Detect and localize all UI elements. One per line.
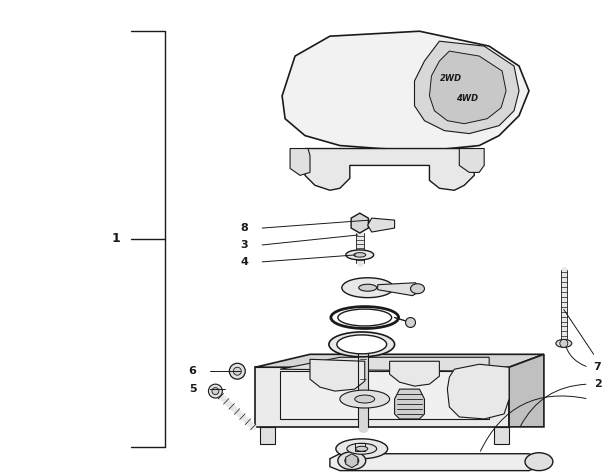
Polygon shape [368, 218, 395, 232]
Polygon shape [414, 41, 519, 133]
Text: 3: 3 [241, 240, 248, 250]
Polygon shape [255, 367, 509, 427]
Ellipse shape [342, 278, 394, 298]
Ellipse shape [354, 253, 366, 257]
Polygon shape [282, 31, 529, 151]
Ellipse shape [338, 309, 392, 326]
Circle shape [230, 363, 245, 379]
Ellipse shape [345, 456, 359, 465]
Polygon shape [390, 361, 439, 386]
Text: 7: 7 [594, 362, 602, 372]
Polygon shape [459, 149, 484, 172]
Polygon shape [305, 149, 474, 190]
Polygon shape [447, 364, 509, 419]
Polygon shape [346, 454, 358, 468]
Polygon shape [355, 443, 365, 451]
Ellipse shape [355, 395, 375, 403]
Polygon shape [290, 149, 310, 175]
Polygon shape [351, 213, 368, 233]
Ellipse shape [356, 446, 368, 451]
Ellipse shape [411, 284, 425, 294]
Polygon shape [280, 371, 489, 419]
Ellipse shape [329, 332, 395, 357]
Ellipse shape [347, 443, 376, 454]
Text: 4WD: 4WD [456, 95, 479, 104]
Ellipse shape [359, 284, 376, 291]
Polygon shape [310, 359, 365, 391]
Ellipse shape [338, 452, 366, 470]
Circle shape [233, 367, 241, 375]
Ellipse shape [556, 340, 572, 347]
Ellipse shape [337, 335, 387, 354]
Text: 2: 2 [594, 379, 602, 389]
Circle shape [209, 384, 222, 398]
Polygon shape [509, 354, 544, 427]
Ellipse shape [340, 390, 390, 408]
Text: 1: 1 [111, 232, 120, 246]
Circle shape [212, 388, 219, 395]
Text: 5: 5 [189, 384, 196, 394]
Text: 8: 8 [241, 223, 248, 233]
Circle shape [406, 317, 416, 327]
Polygon shape [378, 283, 417, 295]
Ellipse shape [346, 250, 374, 260]
Polygon shape [255, 354, 544, 367]
Polygon shape [494, 427, 509, 444]
Ellipse shape [525, 453, 553, 471]
Polygon shape [430, 51, 506, 124]
Text: 2WD: 2WD [440, 75, 463, 84]
Text: 4: 4 [241, 257, 248, 267]
Text: 6: 6 [188, 366, 196, 376]
Polygon shape [280, 357, 489, 371]
Polygon shape [330, 454, 539, 471]
Polygon shape [260, 427, 275, 444]
Ellipse shape [336, 439, 387, 459]
Circle shape [560, 340, 568, 347]
Polygon shape [395, 389, 425, 419]
